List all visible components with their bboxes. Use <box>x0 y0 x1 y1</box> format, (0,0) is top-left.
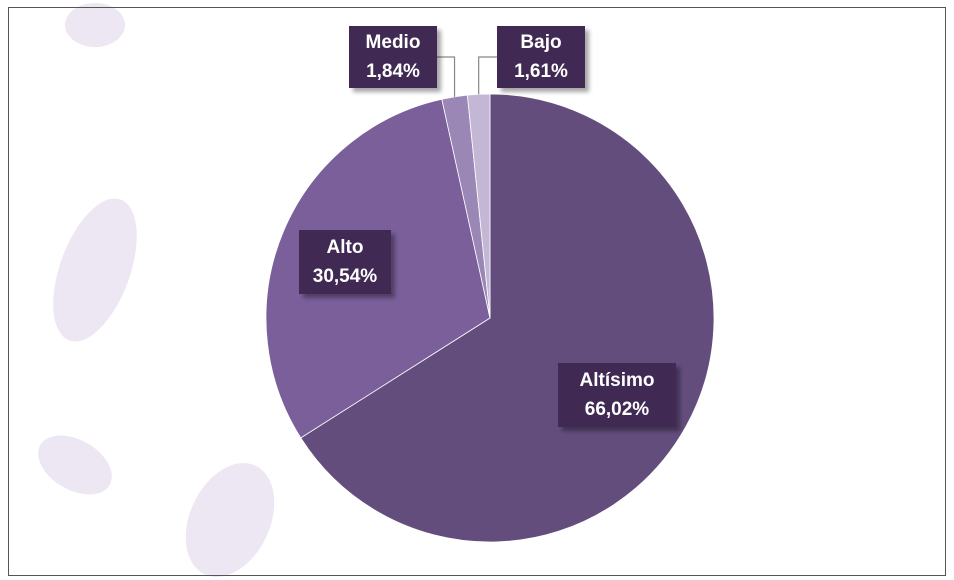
page: Altísimo 66,02% Alto 30,54% Medio 1,84% Bajo 1,… <box>0 0 954 580</box>
value-label: 30,54% <box>313 266 378 287</box>
value-label: 1,84% <box>366 61 420 82</box>
category-label: Altísimo <box>580 370 655 391</box>
category-label: Medio <box>366 32 421 53</box>
value-label: 66,02% <box>585 399 650 420</box>
chart: Altísimo 66,02% Alto 30,54% Medio 1,84% Bajo 1,… <box>0 0 954 580</box>
value-label: 1,61% <box>514 61 568 82</box>
decoration <box>28 3 292 580</box>
leader-line <box>437 57 455 97</box>
category-label: Alto <box>327 237 364 258</box>
category-label: Bajo <box>520 32 561 53</box>
leader-line <box>479 57 497 94</box>
